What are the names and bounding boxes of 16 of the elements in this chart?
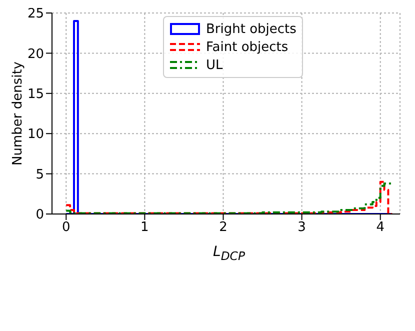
- y-axis-title: Number density: [10, 61, 26, 166]
- y-tick-label: 15: [27, 87, 44, 102]
- legend-label: Faint objects: [206, 40, 288, 54]
- y-tick-label: 0: [36, 208, 44, 223]
- x-tick-label: 1: [140, 220, 149, 236]
- legend-label: UL: [206, 58, 223, 72]
- x-tick-label: 2: [219, 220, 228, 236]
- x-tick-label: 3: [298, 220, 306, 236]
- x-axis-title: L$_{DCP}$: [212, 244, 246, 263]
- x-tick-label: 4: [376, 220, 384, 236]
- x-tick-label: 0: [62, 220, 70, 236]
- y-tick-label: 20: [27, 46, 44, 62]
- y-tick-label: 5: [36, 167, 44, 182]
- y-tick-label: 10: [27, 127, 44, 142]
- legend-label: Bright objects: [206, 22, 296, 36]
- y-tick-label: 25: [27, 6, 44, 22]
